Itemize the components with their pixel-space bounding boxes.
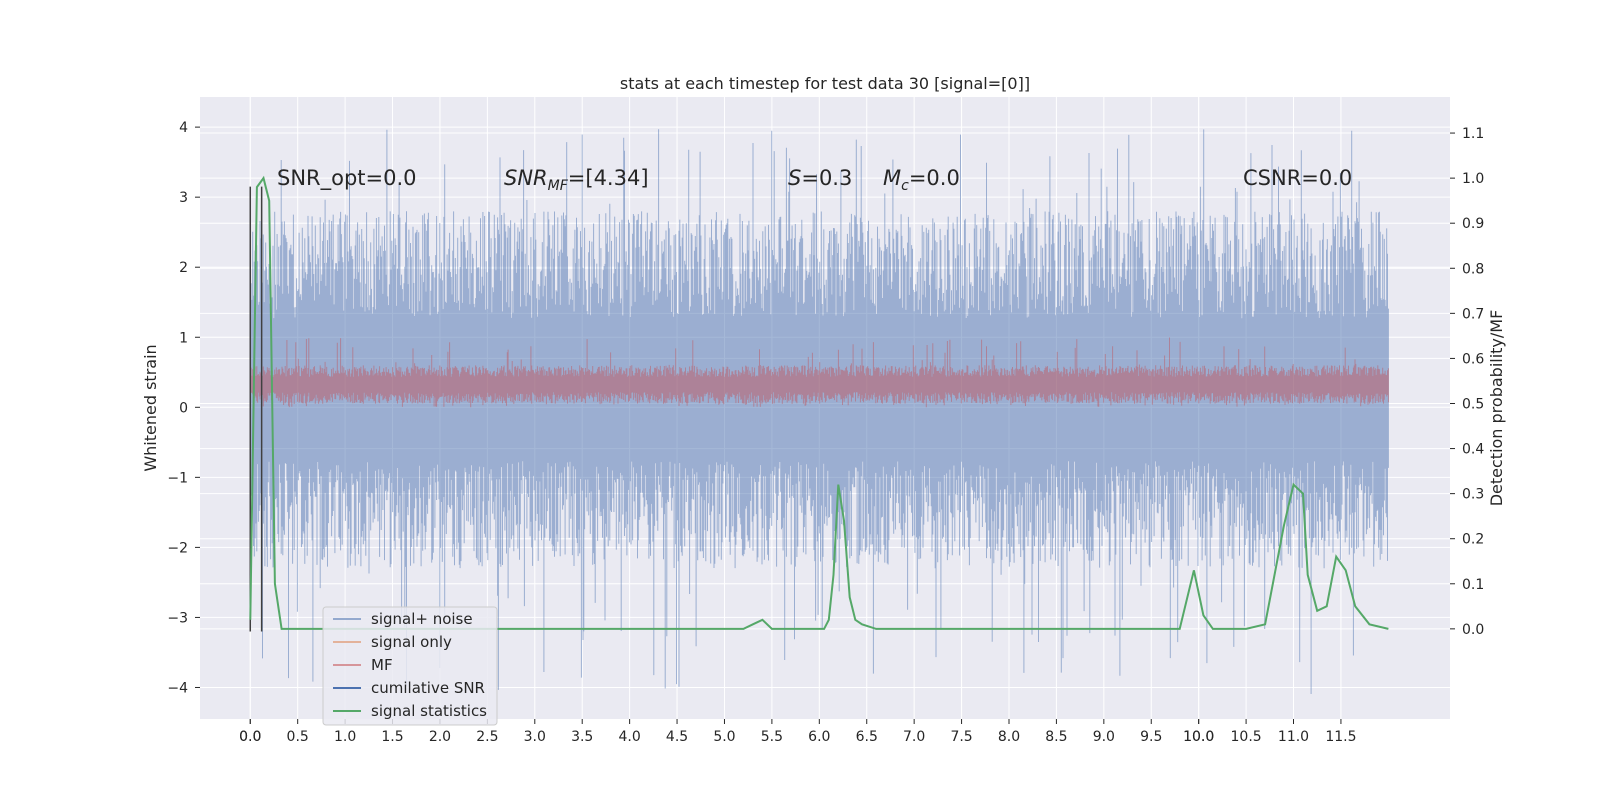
- x-tick-label: 3.5: [571, 729, 593, 745]
- x-tick-label: 0.5: [287, 729, 309, 745]
- annotation-snr-mf: SNRMF=[4.34]: [504, 166, 649, 194]
- x-tick-label: 7.0: [903, 729, 925, 745]
- legend-label-signal-only: signal only: [371, 633, 452, 651]
- y-tick-label: 4: [179, 120, 188, 136]
- x-tick-label: 8.0: [998, 729, 1020, 745]
- y-right-tick-label: 0.2: [1462, 532, 1484, 548]
- y-right-tick-label: 0.6: [1462, 351, 1484, 367]
- y-right-tick-label: 1.0: [1462, 171, 1484, 187]
- x-tick-label: 2.5: [476, 729, 498, 745]
- y-right-tick-label: 0.0: [1462, 622, 1484, 638]
- x-tick-label: 10.0: [1183, 729, 1214, 745]
- x-tick-label: 2.0: [429, 729, 451, 745]
- x-tick-label: 1.5: [381, 729, 403, 745]
- y-axis-ticks: −4 −3 −2 −1 0 1 2 3 4: [167, 120, 200, 696]
- x-tick-label: 1.0: [334, 729, 356, 745]
- x-axis-ticks: 0.00.0 0.5 1.0 1.5 2.0 2.5 3.0 3.5 4.0 4.5 5.0 5.5 6…: [239, 719, 1357, 745]
- signal-statistics-line: [249, 175, 1389, 630]
- signal-statistics-series: [249, 175, 1389, 630]
- y-right-tick-label: 0.8: [1462, 261, 1484, 277]
- annotation-mc: Mc=0.0: [883, 166, 960, 194]
- y-right-tick-label: 0.9: [1462, 216, 1484, 232]
- x-tick-label: 6.5: [856, 729, 878, 745]
- x-tick-label: 9.5: [1140, 729, 1162, 745]
- y-tick-label: −2: [167, 540, 188, 556]
- x-tick-label: 4.5: [666, 729, 688, 745]
- legend-label-cumilative-snr: cumilative SNR: [371, 679, 485, 697]
- annotations: SNR_opt=0.0 SNRMF=[4.34] S=0.3 Mc=0.0 CS…: [277, 166, 1352, 194]
- x-tick-label: 9.0: [1093, 729, 1115, 745]
- y-right-tick-label: 0.4: [1462, 442, 1484, 458]
- x-tick-label: 4.0: [618, 729, 640, 745]
- y-tick-label: −4: [167, 680, 188, 696]
- chart-title: stats at each timestep for test data 30 …: [620, 74, 1030, 93]
- x-tick-label: 0.0: [239, 729, 261, 745]
- y-right-tick-label: 0.5: [1462, 396, 1484, 412]
- y-right-tick-label: 1.1: [1462, 126, 1484, 142]
- y-tick-label: 3: [179, 190, 188, 206]
- annotation-csnr: CSNR=0.0: [1243, 166, 1352, 190]
- x-tick-label: 8.5: [1045, 729, 1067, 745]
- x-tick-label: 5.5: [761, 729, 783, 745]
- y-right-tick-label: 0.1: [1462, 577, 1484, 593]
- y-tick-label: −3: [167, 610, 188, 626]
- x-tick-label: 3.0: [524, 729, 546, 745]
- y-tick-label: 0: [179, 400, 188, 416]
- x-tick-label: 10.5: [1231, 729, 1262, 745]
- y-tick-label: −1: [167, 470, 188, 486]
- x-tick-label: 7.5: [950, 729, 972, 745]
- x-tick-label: 11.5: [1325, 729, 1356, 745]
- y-tick-label: 2: [179, 260, 188, 276]
- x-tick-label: 10.0: [1183, 729, 1214, 745]
- legend-label-mf: MF: [371, 656, 393, 674]
- x-tick-label: 11.0: [1278, 729, 1309, 745]
- annotation-snr-opt: SNR_opt=0.0: [277, 166, 417, 191]
- y-right-axis-label: Detection probability/MF: [1487, 310, 1506, 507]
- y-tick-label: 1: [179, 330, 188, 346]
- y-right-axis-ticks: 0.0 0.1 0.2 0.3 0.4 0.5 0.6 0.7 0.8 0.9 1.0 1.1: [1450, 126, 1484, 638]
- y-right-tick-label: 0.7: [1462, 306, 1484, 322]
- legend-label-signal-noise: signal+ noise: [371, 610, 473, 628]
- x-tick-label: 6.0: [808, 729, 830, 745]
- annotation-s: S=0.3: [788, 166, 852, 190]
- legend-box: [322, 606, 498, 726]
- y-right-tick-label: 0.3: [1462, 487, 1484, 503]
- x-tick-label: 5.0: [713, 729, 735, 745]
- legend-label-signal-statistics: signal statistics: [371, 702, 487, 720]
- x-tick-label: 0.0: [239, 729, 261, 745]
- legend: signal+ noise signal only MF cumilative …: [322, 606, 498, 726]
- y-axis-label: Whitened strain: [141, 344, 160, 471]
